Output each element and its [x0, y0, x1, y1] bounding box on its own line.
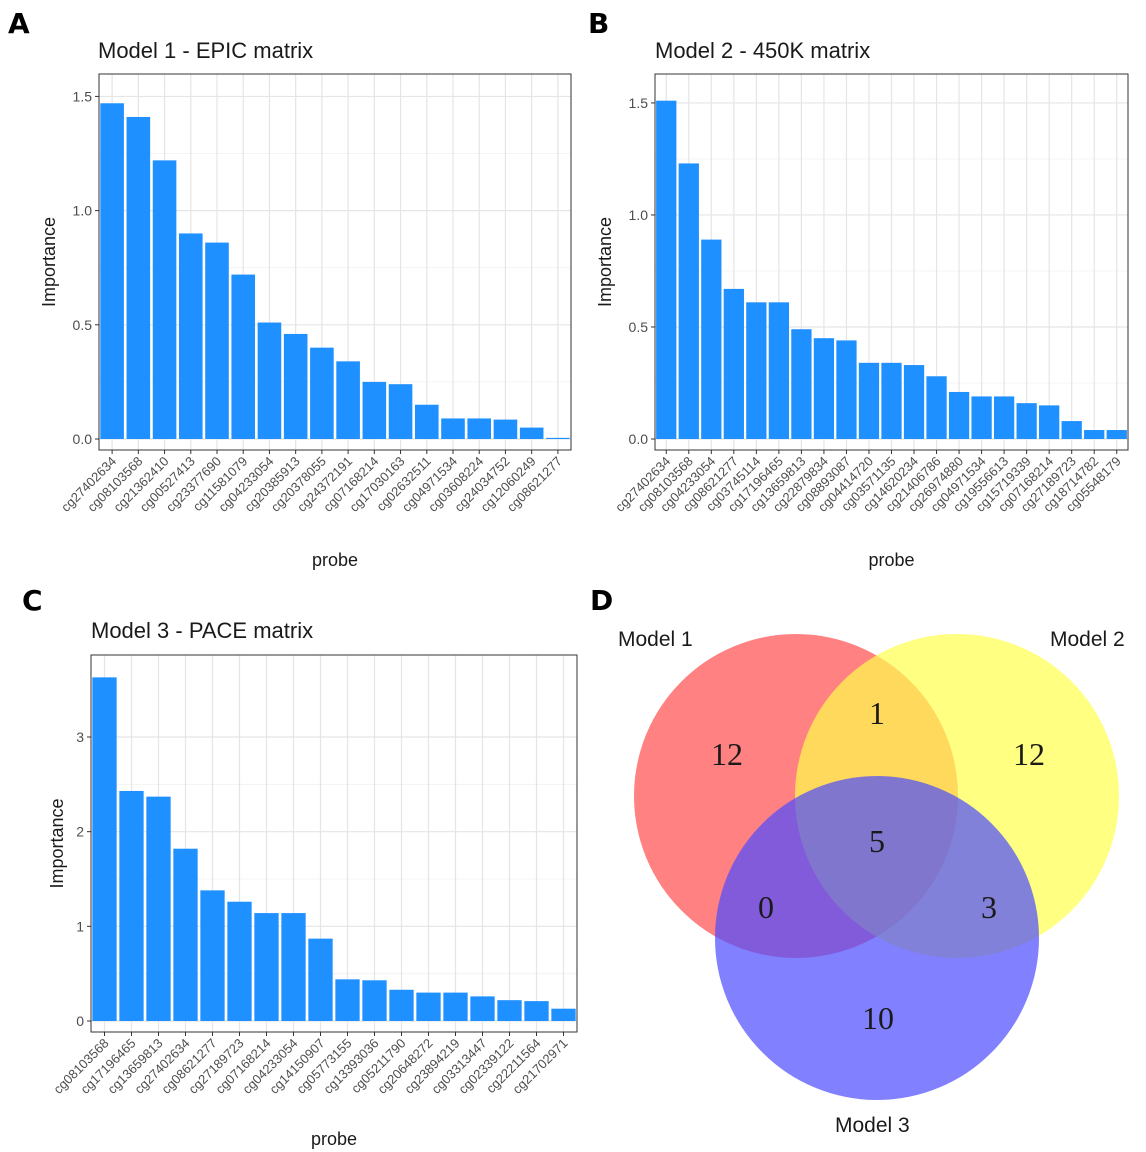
- venn-label-model-1: Model 1: [618, 628, 693, 651]
- bar-cg04971534: [441, 418, 465, 439]
- venn-count-all-three: 5: [869, 823, 885, 859]
- bar-cg07168214: [363, 382, 387, 439]
- bar-cg02339122: [497, 1000, 521, 1021]
- bar-cg24372191: [336, 361, 360, 439]
- panel-letter-b: B: [588, 7, 609, 40]
- bar-cg15719339: [1017, 403, 1037, 439]
- bar-cg03745114: [746, 302, 766, 439]
- bar-cg03571135: [881, 363, 901, 439]
- bar-cg13659813: [146, 797, 170, 1021]
- bar-chart-model-3: 0123cg08103568cg17196465cg13659813cg2740…: [47, 618, 577, 1149]
- bar-chart-model-2: 0.00.51.01.5cg27402634cg08103568cg042330…: [595, 38, 1128, 570]
- chart-title-model-2: Model 2 - 450K matrix: [655, 38, 870, 63]
- chart-title-model-3: Model 3 - PACE matrix: [91, 618, 313, 643]
- bar-cg05548179: [1107, 430, 1127, 439]
- bar-cg27402634: [100, 103, 124, 439]
- bar-cg08103568: [679, 163, 699, 439]
- bar-cg05211790: [389, 990, 413, 1021]
- panel-letter-d: D: [590, 584, 613, 617]
- venn-count-1-and-2: 1: [869, 695, 885, 731]
- bar-cg19556613: [994, 396, 1014, 439]
- venn-diagram: Model 1 Model 2 Model 3 12 12 10 1 0 3 5: [618, 628, 1125, 1137]
- y-tick-label: 2: [76, 824, 84, 840]
- y-tick-label: 1: [76, 918, 84, 934]
- bar-cg03313447: [470, 996, 494, 1021]
- bar-cg23894219: [443, 993, 467, 1021]
- bar-cg04233054: [258, 323, 282, 439]
- bar-cg07168214: [254, 913, 278, 1021]
- y-tick-label: 0.0: [629, 431, 649, 447]
- y-tick-label: 1.0: [629, 207, 649, 223]
- venn-count-1-and-3: 0: [758, 889, 774, 925]
- panel-letter-c: C: [22, 584, 43, 617]
- bar-cg14620234: [904, 365, 924, 439]
- bar-cg00527413: [179, 233, 203, 439]
- bar-cg22211564: [524, 1001, 548, 1021]
- bar-cg04414720: [859, 363, 879, 439]
- bar-cg02632511: [415, 405, 439, 439]
- bar-cg17196465: [119, 791, 143, 1021]
- y-axis-title: Importance: [39, 217, 59, 307]
- bar-cg22879834: [814, 338, 834, 439]
- venn-count-only-3: 10: [862, 1000, 894, 1036]
- y-tick-label: 1.5: [73, 88, 93, 104]
- bar-cg20378055: [310, 348, 334, 439]
- bar-cg27189723: [227, 902, 251, 1021]
- bar-cg21406786: [926, 376, 946, 439]
- bar-cg21362410: [153, 160, 177, 439]
- y-tick-label: 0.0: [73, 431, 93, 447]
- y-tick-label: 0: [76, 1013, 84, 1029]
- bar-cg20648272: [416, 993, 440, 1021]
- y-axis-title: Importance: [595, 217, 615, 307]
- bar-cg11581079: [231, 275, 255, 439]
- bar-cg13659813: [791, 329, 811, 439]
- bar-cg14150907: [308, 939, 332, 1021]
- bar-cg07168214: [1039, 405, 1059, 439]
- bar-cg04971534: [971, 396, 991, 439]
- venn-label-model-3: Model 3: [835, 1114, 910, 1137]
- bar-cg20385913: [284, 334, 308, 439]
- bar-cg05773155: [335, 979, 359, 1021]
- y-axis-title: Importance: [47, 798, 67, 888]
- bar-cg26974880: [949, 392, 969, 439]
- venn-count-only-2: 12: [1013, 736, 1045, 772]
- bar-cg08893087: [836, 340, 856, 439]
- bar-cg17030163: [389, 384, 413, 439]
- bar-cg08621277: [546, 438, 570, 439]
- venn-label-model-2: Model 2: [1050, 628, 1125, 651]
- y-tick-label: 0.5: [629, 319, 649, 335]
- bar-cg08103568: [92, 677, 116, 1021]
- bar-cg04233054: [701, 240, 721, 439]
- bar-cg04233054: [281, 913, 305, 1021]
- bar-chart-model-1: 0.00.51.01.5cg27402634cg08103568cg213624…: [39, 38, 571, 570]
- bar-cg12060249: [520, 428, 544, 439]
- y-tick-label: 0.5: [73, 317, 93, 333]
- venn-count-only-1: 12: [711, 736, 743, 772]
- bar-cg17196465: [769, 302, 789, 439]
- bar-cg27402634: [656, 101, 676, 439]
- chart-title-model-1: Model 1 - EPIC matrix: [98, 38, 313, 63]
- venn-count-2-and-3: 3: [981, 889, 997, 925]
- bar-cg08621277: [200, 890, 224, 1021]
- bar-cg08621277: [724, 289, 744, 439]
- bar-cg23377690: [205, 243, 229, 439]
- bar-cg03608224: [467, 418, 491, 439]
- x-axis-title: probe: [312, 550, 358, 570]
- y-tick-label: 1.0: [73, 203, 93, 219]
- x-axis-title: probe: [868, 550, 914, 570]
- x-axis-title: probe: [311, 1129, 357, 1149]
- bar-cg18714782: [1084, 430, 1104, 439]
- bar-cg13393036: [362, 980, 386, 1021]
- y-tick-label: 1.5: [629, 95, 649, 111]
- bar-cg08103568: [127, 117, 151, 439]
- bar-cg27189723: [1062, 421, 1082, 439]
- panel-letter-a: A: [8, 7, 30, 40]
- bar-cg27402634: [173, 849, 197, 1021]
- y-tick-label: 3: [76, 729, 84, 745]
- bar-cg21702971: [551, 1009, 575, 1021]
- bar-cg24034752: [494, 420, 518, 439]
